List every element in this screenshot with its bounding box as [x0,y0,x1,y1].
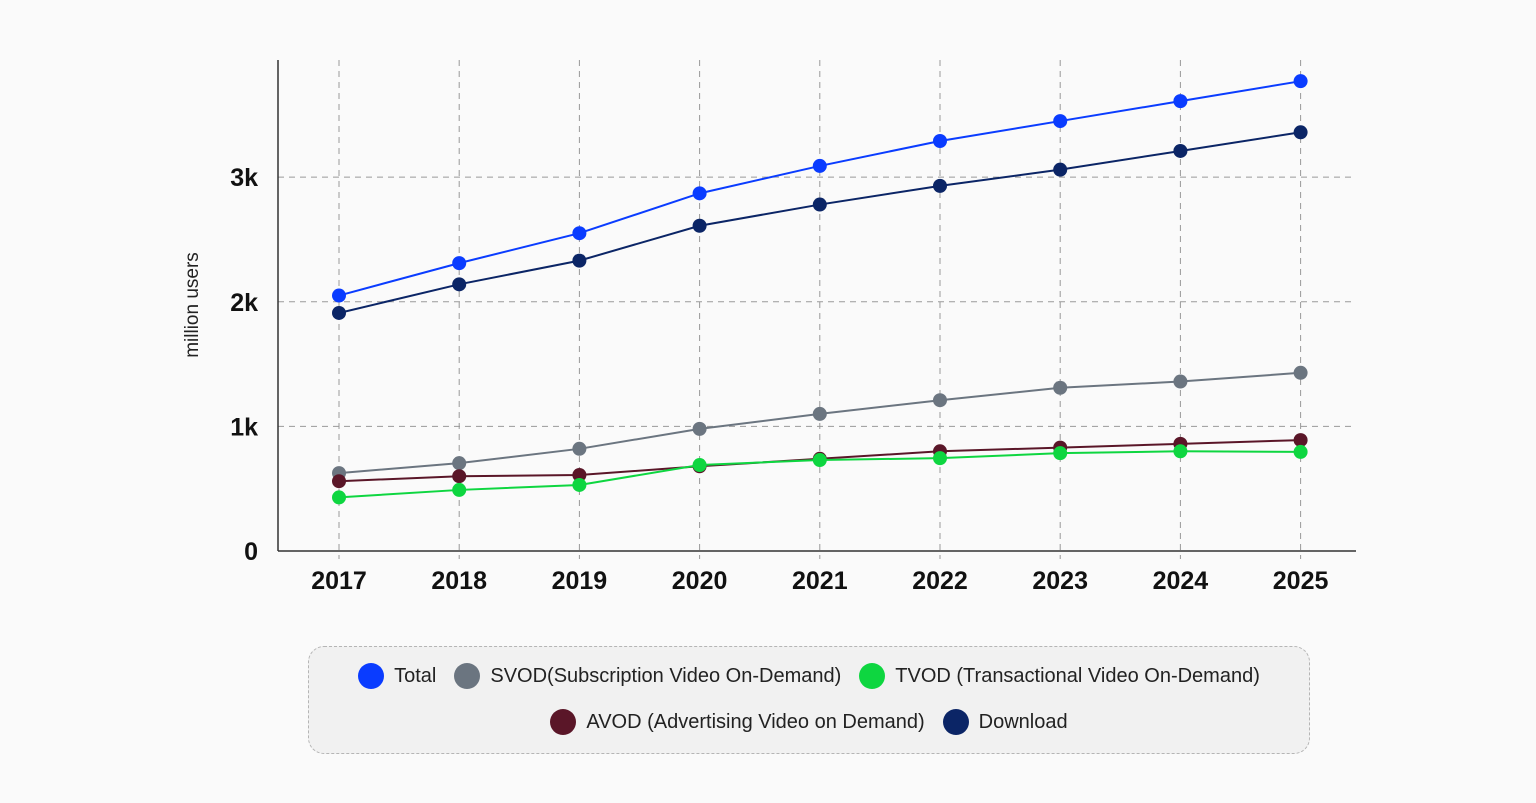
legend-marker-icon [454,663,481,689]
data-point [1293,74,1308,89]
y-tick-label: 2k [230,289,258,317]
legend-item[interactable]: Total [358,663,436,689]
legend-row: Total SVOD(Subscription Video On-Demand) T… [309,663,1309,689]
legend-item[interactable]: Download [942,709,1068,735]
data-point [1293,125,1308,140]
data-point [452,256,467,271]
data-point [812,453,827,468]
legend: Total SVOD(Subscription Video On-Demand) T… [308,646,1310,754]
legend-item[interactable]: TVOD (Transactional Video On-Demand) [859,663,1260,689]
data-point [332,288,346,303]
data-point [1173,143,1188,158]
x-tick-label: 2017 [311,567,367,595]
legend-marker-icon [550,709,577,735]
y-tick-label: 0 [244,538,258,566]
legend-marker-icon [942,709,969,735]
legend-label: Download [978,710,1068,733]
data-point [572,441,587,456]
data-point [332,490,346,505]
y-tick-label: 3k [230,164,258,192]
x-tick-label: 2020 [672,567,728,595]
x-tick-label: 2022 [912,567,968,595]
x-tick-label: 2018 [431,567,487,595]
legend-label: Total [394,664,437,687]
data-point [1173,94,1188,109]
data-point [933,393,947,408]
data-point [332,305,346,320]
x-tick-label: 2025 [1273,567,1329,595]
y-tick-label: 1k [230,413,258,441]
y-axis-label: million users [182,252,203,358]
data-point [812,158,827,173]
x-tick-label: 2024 [1153,567,1209,595]
data-point [572,253,587,268]
x-tick-label: 2019 [552,567,608,595]
legend-label: AVOD (Advertising Video on Demand) [586,710,925,733]
data-point [1173,374,1188,389]
data-point [1293,433,1308,448]
data-point [1053,162,1068,177]
data-point [572,477,587,492]
data-point [452,277,467,292]
data-point [692,458,707,473]
legend-row: AVOD (Advertising Video on Demand) Downlo… [309,709,1309,735]
data-point [1053,380,1068,395]
data-point [692,421,707,436]
legend-label: SVOD(Subscription Video On-Demand) [490,664,842,687]
legend-item[interactable]: SVOD(Subscription Video On-Demand) [454,663,841,689]
data-point [812,406,827,421]
data-point [933,178,947,193]
data-point [812,197,827,212]
data-point [452,469,467,484]
data-point [1053,114,1068,129]
data-point [1293,365,1308,380]
data-point [1053,446,1068,461]
line-chart: 0 1k 2k 3k 2017 2018 2019 2020 2021 2022 2023 2024 2… [182,60,1356,595]
x-tick-label: 2023 [1032,567,1088,595]
data-point [572,467,587,482]
data-point [933,451,947,466]
data-point [572,226,587,241]
data-point [452,456,467,471]
data-point [692,218,707,233]
legend-item[interactable]: AVOD (Advertising Video on Demand) [550,709,925,735]
legend-label: TVOD (Transactional Video On-Demand) [895,664,1260,687]
x-tick-label: 2021 [792,567,848,595]
data-point [332,474,346,489]
data-point [692,186,707,201]
legend-marker-icon [859,663,886,689]
data-point [1173,444,1188,459]
data-point [933,134,947,149]
data-point [1293,444,1308,459]
legend-marker-icon [358,663,385,689]
data-point [452,482,467,497]
